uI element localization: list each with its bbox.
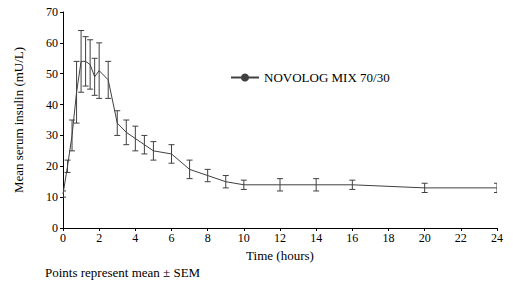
svg-text:16: 16 <box>346 231 358 245</box>
svg-text:8: 8 <box>205 231 211 245</box>
svg-text:40: 40 <box>46 98 58 112</box>
svg-text:20: 20 <box>46 159 58 173</box>
svg-text:Mean serum insulin (mU/L): Mean serum insulin (mU/L) <box>11 47 26 193</box>
svg-text:30: 30 <box>46 128 58 142</box>
svg-text:6: 6 <box>169 231 175 245</box>
svg-text:22: 22 <box>455 231 467 245</box>
svg-text:0: 0 <box>60 231 66 245</box>
svg-text:10: 10 <box>46 190 58 204</box>
svg-text:Time (hours): Time (hours) <box>246 248 314 263</box>
svg-text:50: 50 <box>46 67 58 81</box>
svg-text:12: 12 <box>274 231 286 245</box>
svg-text:10: 10 <box>238 231 250 245</box>
svg-text:0: 0 <box>52 221 58 235</box>
svg-text:4: 4 <box>132 231 138 245</box>
svg-text:Points represent mean ± SEM: Points represent mean ± SEM <box>45 265 201 280</box>
svg-text:14: 14 <box>310 231 322 245</box>
svg-text:NOVOLOG MIX 70/30: NOVOLOG MIX 70/30 <box>264 70 390 85</box>
svg-text:70: 70 <box>46 5 58 19</box>
svg-text:18: 18 <box>383 231 395 245</box>
svg-text:24: 24 <box>491 231 503 245</box>
svg-text:60: 60 <box>46 36 58 50</box>
svg-text:20: 20 <box>419 231 431 245</box>
svg-text:2: 2 <box>96 231 102 245</box>
